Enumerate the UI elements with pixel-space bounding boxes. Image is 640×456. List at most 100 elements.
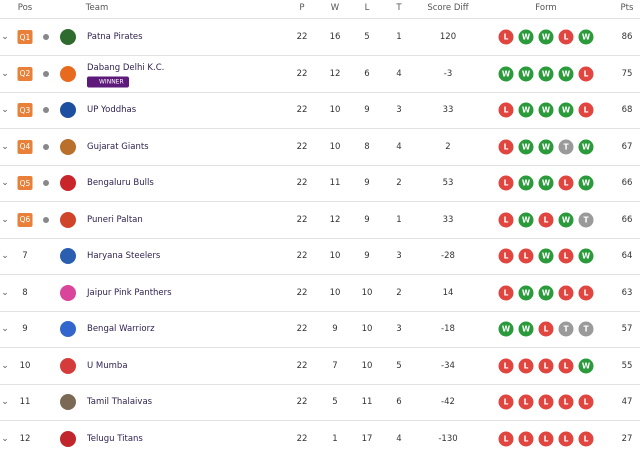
stat-pts: 27 bbox=[621, 433, 633, 444]
form-result: W bbox=[578, 139, 594, 154]
stat-diff: -3 bbox=[443, 68, 453, 79]
form-result: W bbox=[518, 102, 534, 118]
stat-t: 5 bbox=[396, 360, 402, 371]
stat-t: 4 bbox=[396, 141, 402, 152]
stat-pts: 64 bbox=[621, 251, 633, 261]
form-result: W bbox=[538, 248, 554, 264]
expand-chevron[interactable]: ⌄ bbox=[1, 68, 9, 79]
form-result: L bbox=[558, 175, 574, 191]
team-name: Tamil Thalaivas bbox=[87, 397, 153, 407]
form-result: W bbox=[538, 175, 554, 191]
row-divider bbox=[0, 201, 640, 202]
stat-w: 12 bbox=[329, 68, 341, 79]
qualifier-position: Q5 bbox=[17, 176, 33, 190]
stat-pts: 86 bbox=[621, 32, 633, 42]
form-result: L bbox=[578, 66, 594, 81]
team-name: Gujarat Giants bbox=[87, 141, 149, 152]
stat-diff: 33 bbox=[442, 214, 454, 225]
stat-pts: 55 bbox=[621, 360, 633, 371]
stat-p: 22 bbox=[296, 287, 308, 298]
expand-chevron[interactable]: ⌄ bbox=[1, 214, 9, 225]
expand-chevron[interactable]: ⌄ bbox=[1, 141, 9, 152]
expand-chevron[interactable]: ⌄ bbox=[1, 105, 9, 115]
stat-p: 22 bbox=[296, 105, 308, 115]
form-result: T bbox=[558, 321, 574, 337]
form-result: L bbox=[498, 285, 514, 300]
stat-l: 5 bbox=[364, 32, 370, 42]
status-dot bbox=[43, 70, 49, 77]
stat-pts: 57 bbox=[621, 324, 633, 334]
team-name: Haryana Steelers bbox=[87, 251, 161, 261]
form-result: L bbox=[498, 358, 514, 373]
expand-chevron[interactable]: ⌄ bbox=[1, 397, 9, 407]
form-result: L bbox=[558, 29, 574, 45]
stat-p: 22 bbox=[296, 141, 308, 152]
stat-t: 3 bbox=[396, 251, 402, 261]
form-result: L bbox=[558, 248, 574, 264]
form-result: W bbox=[578, 29, 594, 45]
expand-chevron[interactable]: ⌄ bbox=[1, 287, 9, 298]
column-header: L bbox=[364, 3, 370, 13]
team-name: Telugu Titans bbox=[87, 433, 143, 444]
stat-t: 6 bbox=[396, 397, 402, 407]
position: 7 bbox=[22, 251, 28, 261]
stat-w: 12 bbox=[329, 214, 341, 225]
stat-diff: -28 bbox=[441, 251, 455, 261]
stat-diff: -130 bbox=[438, 433, 458, 444]
position: 12 bbox=[19, 433, 31, 444]
stat-l: 17 bbox=[361, 433, 373, 444]
position: 10 bbox=[19, 360, 31, 371]
row-divider bbox=[0, 310, 640, 312]
team-name: Jaipur Pink Panthers bbox=[87, 287, 172, 298]
row-divider bbox=[0, 128, 640, 129]
form-result: W bbox=[518, 285, 534, 300]
team-logo bbox=[60, 211, 76, 228]
team-logo bbox=[60, 102, 76, 118]
column-header: Team bbox=[85, 3, 109, 13]
expand-chevron[interactable]: ⌄ bbox=[1, 178, 9, 188]
stat-w: 10 bbox=[329, 105, 341, 115]
stat-w: 16 bbox=[329, 32, 341, 42]
stat-t: 2 bbox=[396, 287, 402, 298]
form-result: W bbox=[538, 285, 554, 300]
expand-chevron[interactable]: ⌄ bbox=[1, 360, 9, 371]
stat-t: 3 bbox=[396, 105, 402, 115]
stat-pts: 68 bbox=[621, 105, 633, 115]
qualifier-position: Q6 bbox=[17, 212, 33, 227]
expand-chevron[interactable]: ⌄ bbox=[1, 32, 9, 42]
expand-chevron[interactable]: ⌄ bbox=[1, 251, 9, 261]
stat-l: 9 bbox=[364, 251, 370, 261]
stat-w: 10 bbox=[329, 141, 341, 152]
stat-pts: 47 bbox=[621, 397, 633, 407]
form-result: W bbox=[518, 321, 534, 337]
stat-l: 10 bbox=[361, 324, 373, 334]
expand-chevron[interactable]: ⌄ bbox=[1, 324, 9, 334]
position: 11 bbox=[19, 397, 31, 407]
form-result: L bbox=[538, 212, 554, 227]
stat-p: 22 bbox=[296, 251, 308, 261]
stat-t: 3 bbox=[396, 324, 402, 334]
form-result: L bbox=[558, 358, 574, 373]
stat-l: 9 bbox=[364, 178, 370, 188]
form-result: W bbox=[518, 175, 534, 191]
form-result: T bbox=[578, 321, 594, 337]
stat-l: 11 bbox=[361, 397, 373, 407]
team-logo bbox=[60, 138, 76, 155]
form-result: W bbox=[578, 175, 594, 191]
form-result: L bbox=[538, 358, 554, 373]
form-result: W bbox=[538, 102, 554, 118]
form-result: L bbox=[498, 175, 514, 191]
form-result: L bbox=[518, 248, 534, 264]
row-divider bbox=[0, 164, 640, 166]
team-name: Bengaluru Bulls bbox=[87, 178, 154, 188]
row-divider bbox=[0, 274, 640, 275]
team-logo bbox=[60, 357, 76, 374]
column-header: T bbox=[396, 3, 402, 13]
row-divider bbox=[0, 347, 640, 348]
team-logo bbox=[60, 394, 76, 410]
form-result: W bbox=[498, 66, 514, 81]
expand-chevron[interactable]: ⌄ bbox=[1, 433, 9, 444]
stat-p: 22 bbox=[296, 397, 308, 407]
stat-t: 2 bbox=[396, 178, 402, 188]
team-logo bbox=[60, 321, 76, 337]
